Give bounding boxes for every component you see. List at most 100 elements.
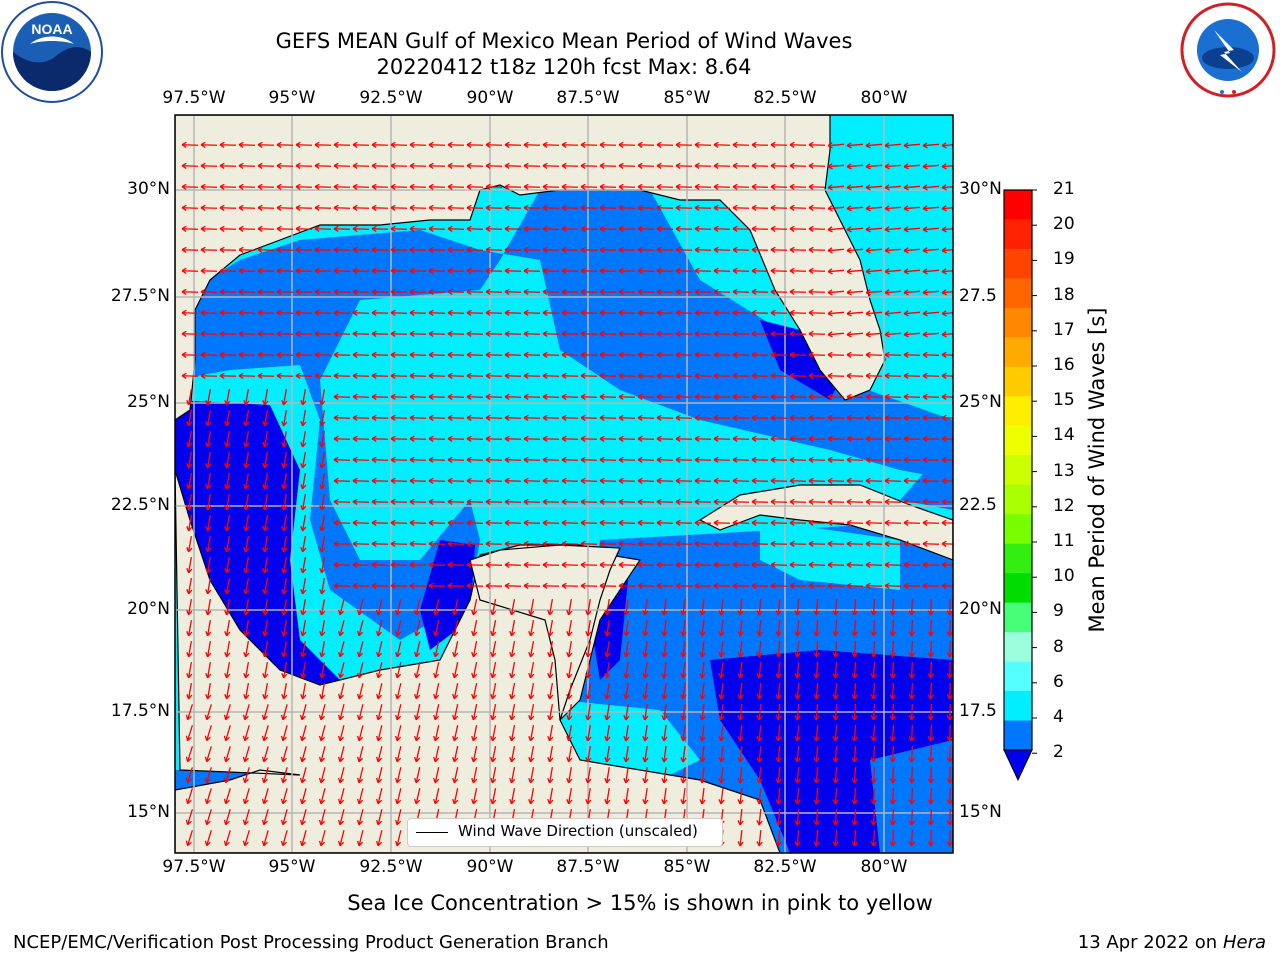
wind-wave-arrow [701,661,705,679]
colorbar-segment [1004,278,1032,309]
wind-wave-arrow [827,417,845,419]
wind-wave-arrow [846,543,864,545]
wind-wave-arrow [409,375,427,377]
wind-wave-arrowhead [661,631,668,637]
wind-wave-arrowhead [376,819,383,826]
wind-wave-arrow [777,829,781,847]
wind-wave-arrowhead [314,372,320,379]
wind-wave-arrowhead [542,582,548,589]
wind-wave-arrowhead [580,330,586,337]
wind-wave-arrowhead [281,672,288,679]
wind-wave-arrowhead [946,610,953,616]
wind-wave-arrow [225,830,231,846]
wind-wave-arrowhead [870,673,877,679]
wind-wave-arrowhead [737,736,744,742]
wind-wave-arrow [941,228,953,231]
wind-wave-arrowhead [257,246,263,253]
wind-wave-arrowhead [219,330,225,337]
wind-wave-arrowhead [295,267,301,274]
wind-wave-arrowhead [922,310,928,317]
wind-wave-arrow [282,578,288,594]
wind-wave-arrow [320,746,326,762]
wind-wave-arrow [225,431,231,447]
wind-wave-arrow [751,522,769,524]
wind-wave-arrowhead [281,462,288,469]
wind-wave-arrow [637,501,655,503]
wind-wave-arrow [777,661,781,679]
wind-wave-arrowhead [884,477,890,484]
wind-wave-arrowhead [599,393,605,400]
wind-wave-arrowhead [808,183,814,190]
wind-wave-arrow [301,515,307,531]
wind-wave-arrow [206,641,212,657]
wind-wave-arrow [663,619,667,637]
wind-wave-arrow [941,207,953,210]
wind-wave-arrowhead [447,330,453,337]
wind-wave-arrowhead [318,735,326,742]
wind-wave-arrow [815,598,819,616]
wind-wave-arrow [428,270,446,272]
wind-wave-arrow [225,389,231,405]
wind-wave-arrowhead [281,693,288,700]
wind-wave-arrowhead [566,798,573,805]
wind-wave-arrowhead [333,162,339,169]
wind-wave-arrowhead [219,267,225,274]
wind-wave-arrowhead [699,715,706,721]
wind-wave-arrow [853,619,857,637]
wind-wave-arrowhead [566,672,573,679]
wind-wave-arrow [504,501,522,503]
wind-wave-arrowhead [509,756,516,763]
wind-wave-arrow [276,165,294,167]
wind-wave-arrowhead [870,610,877,616]
wind-wave-arrowhead [319,483,326,490]
wind-wave-arrowhead [243,462,250,469]
wind-wave-arrowhead [447,288,453,295]
wind-wave-arrowhead [813,673,820,679]
wind-wave-arrowhead [466,267,472,274]
wind-wave-arrow [751,144,769,146]
wind-wave-arrow [504,207,522,209]
wind-wave-arrow [834,640,838,658]
wind-wave-arrow [561,333,579,335]
wind-wave-arrow [352,354,370,356]
wind-wave-arrow [428,186,446,188]
wind-wave-arrowhead [471,630,478,637]
wind-wave-arrowhead [922,205,928,212]
wind-wave-arrowhead [428,435,434,442]
wind-wave-arrowhead [751,288,757,295]
wind-wave-arrow [941,543,953,545]
wind-wave-arrow [567,599,573,615]
wind-wave-arrow [434,641,440,657]
wind-wave-arrowhead [485,582,491,589]
wind-wave-arrow [206,830,212,846]
wind-wave-arrowhead [889,841,896,847]
wind-wave-arrowhead [889,673,896,679]
wind-wave-arrowhead [599,540,605,547]
wind-wave-arrow [434,767,440,783]
wind-wave-arrowhead [523,288,529,295]
wind-wave-arrowhead [376,651,383,658]
wind-wave-arrowhead [224,588,231,595]
wind-wave-arrow [949,703,951,721]
wind-wave-arrow [865,290,883,294]
wind-wave-arrow [561,144,579,146]
wind-wave-arrowhead [390,309,396,316]
wind-wave-arrow [377,725,383,741]
wind-wave-arrow [808,375,826,377]
wind-wave-arrowhead [623,652,630,658]
wind-wave-arrowhead [547,693,554,700]
wind-wave-arrow [618,522,636,524]
wind-wave-arrowhead [238,330,244,337]
wind-wave-arrow [922,522,940,524]
wind-wave-arrowhead [300,630,307,637]
wind-wave-arrow [891,808,895,826]
wind-wave-arrowhead [694,183,700,190]
wind-wave-arrowhead [205,420,212,427]
wind-wave-arrow [865,522,883,524]
wind-wave-arrow [333,165,351,167]
wind-wave-arrowhead [832,715,839,721]
wind-wave-arrow [922,417,940,419]
wind-wave-arrow [453,788,459,804]
wind-wave-arrowhead [390,435,396,442]
wind-wave-arrowhead [490,630,497,637]
